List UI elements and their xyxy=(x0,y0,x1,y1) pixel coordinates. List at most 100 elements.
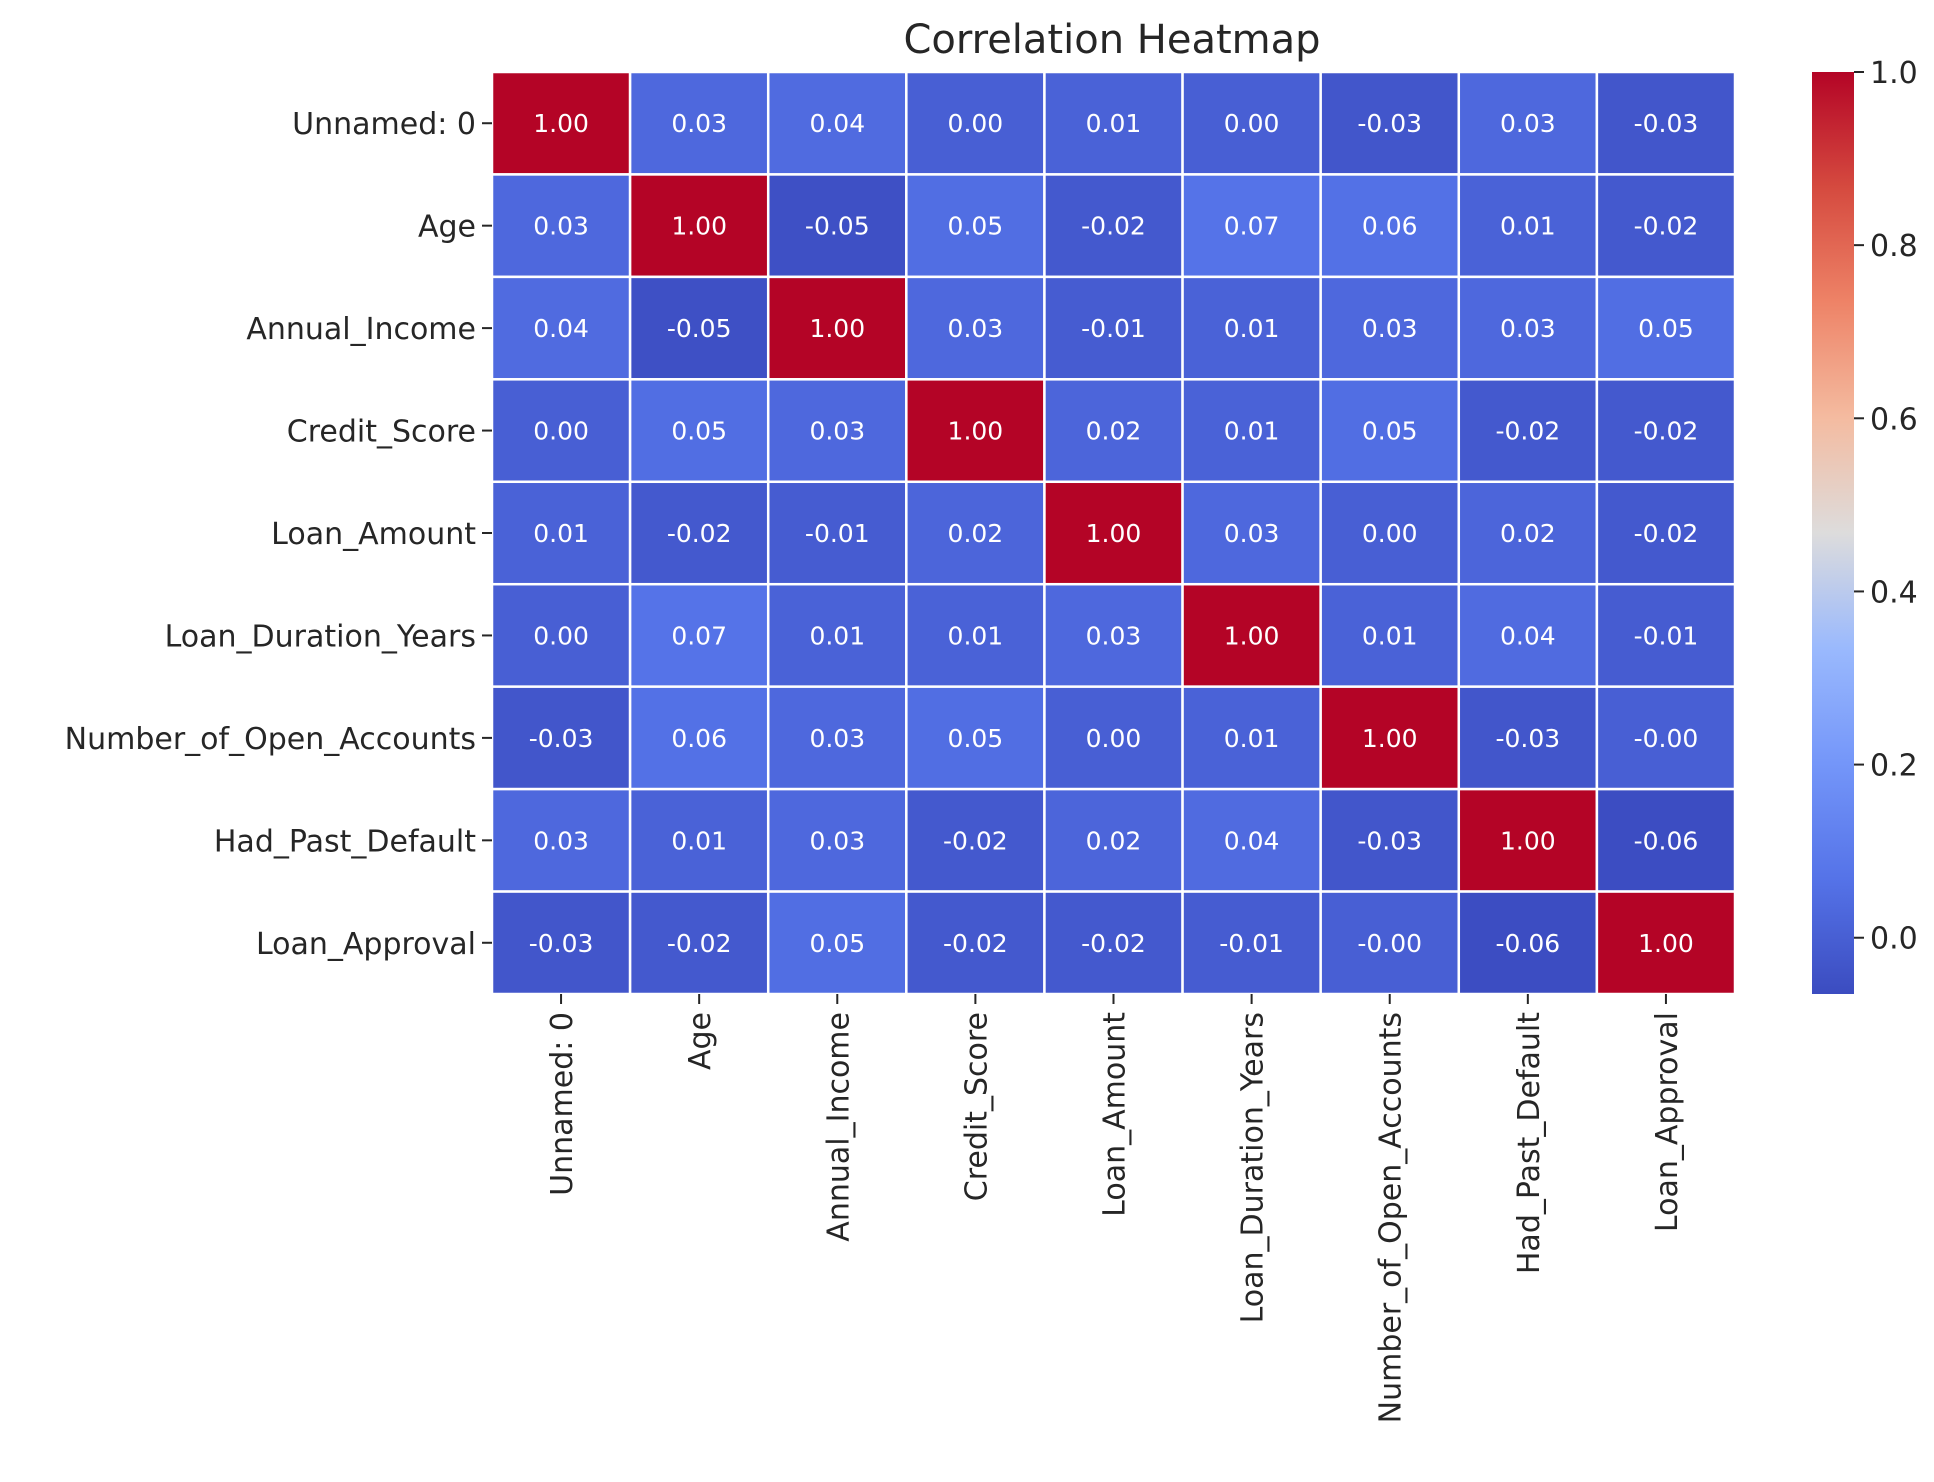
heatmap-cell-value: -0.03 xyxy=(529,929,594,958)
heatmap-cell xyxy=(1457,70,1599,176)
heatmap-cell xyxy=(1319,890,1461,996)
x-axis: Unnamed: 0 Age Annual_Income Credit_Score Lo… xyxy=(545,994,1685,1423)
heatmap-cell-value: 0.01 xyxy=(1086,109,1142,138)
x-tick-label: Annual_Income xyxy=(821,1012,856,1242)
heatmap-cell-value: 0.00 xyxy=(948,109,1004,138)
heatmap-cell-value: 0.03 xyxy=(533,826,589,855)
heatmap-cell-value: -0.03 xyxy=(1634,109,1699,138)
x-tick-label: Had_Past_Default xyxy=(1512,1012,1547,1274)
heatmap-cell xyxy=(766,787,908,893)
heatmap-cell xyxy=(1043,685,1184,791)
heatmap-cell xyxy=(628,378,770,484)
heatmap-cell xyxy=(1043,275,1184,381)
heatmap-cell-value: -0.02 xyxy=(943,929,1008,958)
heatmap-cells xyxy=(490,70,1737,996)
heatmap-cell xyxy=(490,378,632,484)
heatmap-cell-value: 1.00 xyxy=(1638,929,1694,958)
heatmap-cell-value: 0.02 xyxy=(1086,826,1142,855)
heatmap-cell-value: 0.05 xyxy=(948,724,1004,753)
heatmap-cell xyxy=(766,275,908,381)
heatmap-cell xyxy=(1595,173,1737,279)
heatmap-cell xyxy=(628,890,770,996)
x-tick-label: Loan_Duration_Years xyxy=(1236,1012,1271,1323)
heatmap-cell xyxy=(905,787,1046,893)
heatmap-cell-value: -0.02 xyxy=(667,929,732,958)
heatmap-cell xyxy=(490,173,632,279)
heatmap-cell-value: 1.00 xyxy=(1224,621,1280,650)
heatmap-cell-value: -0.03 xyxy=(529,724,594,753)
chart-title: Correlation Heatmap xyxy=(903,17,1320,63)
heatmap-cell xyxy=(905,582,1046,688)
heatmap-cell-value: -0.02 xyxy=(1634,212,1699,241)
heatmap-cell xyxy=(905,890,1046,996)
heatmap-cell-value: 0.03 xyxy=(1362,314,1418,343)
heatmap-cell-value: 0.05 xyxy=(809,929,865,958)
colorbar-tick-label: 0.2 xyxy=(1870,749,1918,784)
heatmap-cell xyxy=(628,582,770,688)
colorbar-tick-label: 0.4 xyxy=(1870,575,1918,610)
heatmap-cell-value: 1.00 xyxy=(671,212,727,241)
heatmap-cell-value: 0.03 xyxy=(809,826,865,855)
colorbar-tick-label: 0.6 xyxy=(1870,402,1918,437)
heatmap-cell-value: 0.00 xyxy=(533,417,589,446)
heatmap-cell xyxy=(905,480,1046,586)
heatmap-cell-value: 0.00 xyxy=(1086,724,1142,753)
colorbar-gradient xyxy=(1812,72,1854,994)
heatmap-cell-value: 0.03 xyxy=(671,109,727,138)
heatmap-cell xyxy=(1319,787,1461,893)
heatmap-cell xyxy=(490,480,632,586)
heatmap-cell xyxy=(1181,480,1322,586)
heatmap-cell xyxy=(1595,582,1737,688)
heatmap-cell-value: 0.04 xyxy=(809,109,865,138)
heatmap-cell-value: -0.05 xyxy=(805,212,870,241)
heatmap-cell-value: -0.01 xyxy=(1081,314,1146,343)
heatmap-cell-value: -0.02 xyxy=(1081,929,1146,958)
heatmap-cell xyxy=(490,70,632,176)
heatmap-cell xyxy=(1595,890,1737,996)
heatmap-cell-value: 1.00 xyxy=(809,314,865,343)
x-tick-label: Unnamed: 0 xyxy=(545,1012,580,1196)
y-tick-label: Had_Past_Default xyxy=(214,824,476,859)
heatmap-cell-value: 0.01 xyxy=(948,621,1004,650)
heatmap-cell xyxy=(766,70,908,176)
heatmap-cell-value: -0.01 xyxy=(805,519,870,548)
heatmap-cell xyxy=(1319,685,1461,791)
heatmap-cell xyxy=(1319,173,1461,279)
heatmap-cell-value: -0.02 xyxy=(1634,417,1699,446)
heatmap-cell-value: -0.03 xyxy=(1357,826,1422,855)
y-tick-label: Loan_Amount xyxy=(271,517,476,552)
heatmap-cell xyxy=(628,70,770,176)
heatmap-cell xyxy=(628,275,770,381)
y-tick-label: Age xyxy=(418,210,476,245)
heatmap-cell xyxy=(766,582,908,688)
heatmap-cell-value: -0.01 xyxy=(1634,621,1699,650)
heatmap-cell-value: 0.01 xyxy=(1500,212,1556,241)
y-tick-label: Number_of_Open_Accounts xyxy=(65,722,476,757)
heatmap-cell-value: 0.06 xyxy=(671,724,727,753)
heatmap-cell-value: -0.01 xyxy=(1219,929,1284,958)
heatmap-cell-value: -0.05 xyxy=(667,314,732,343)
heatmap-cell xyxy=(1595,378,1737,484)
heatmap-cell-value: -0.02 xyxy=(667,519,732,548)
heatmap-cell xyxy=(1181,890,1322,996)
heatmap-cell-value: 0.02 xyxy=(948,519,1004,548)
heatmap-cell xyxy=(1457,582,1599,688)
heatmap-cell xyxy=(628,685,770,791)
heatmap-cell-value: 0.05 xyxy=(948,212,1004,241)
heatmap-cell-value: 0.04 xyxy=(1500,621,1556,650)
heatmap-cell-value: 0.07 xyxy=(671,621,727,650)
heatmap-cell-value: 0.00 xyxy=(1224,109,1280,138)
y-tick-label: Annual_Income xyxy=(246,312,476,347)
heatmap-cell-value: 0.05 xyxy=(1638,314,1694,343)
heatmap-cell xyxy=(766,173,908,279)
heatmap-cell-value: 0.05 xyxy=(671,417,727,446)
heatmap-cell-value: 0.01 xyxy=(533,519,589,548)
heatmap-cell-value: 0.03 xyxy=(533,212,589,241)
heatmap-cell-value: 0.01 xyxy=(1224,724,1280,753)
heatmap-cell-value: -0.03 xyxy=(1357,109,1422,138)
y-tick-label: Unnamed: 0 xyxy=(292,107,476,142)
heatmap-cell-value: -0.06 xyxy=(1495,929,1560,958)
heatmap-cell-value: -0.03 xyxy=(1495,724,1560,753)
heatmap-cell xyxy=(490,275,632,381)
